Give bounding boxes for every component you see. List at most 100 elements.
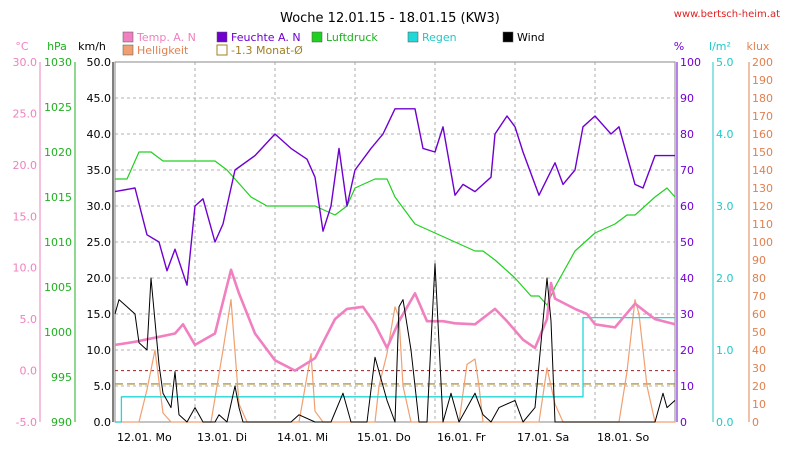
legend-item-monthly-avg: -1.3 Monat-Ø [216, 44, 303, 57]
legend-item-light: Helligkeit [122, 44, 189, 57]
tick-label-temp: 25.0 [13, 107, 38, 120]
x-tick-label: 14.01. Mi [277, 431, 328, 444]
tick-label-light: 50 [752, 326, 766, 339]
tick-label-light: 60 [752, 308, 766, 321]
tick-label-light: 20 [752, 380, 766, 393]
tick-label-wind: 5.0 [94, 380, 112, 393]
unit-light: klux [747, 40, 770, 53]
legend-label-rain: Regen [422, 31, 457, 44]
tick-label-light: 120 [752, 200, 773, 213]
tick-label-humidity: 50 [680, 236, 694, 249]
tick-label-light: 90 [752, 254, 766, 267]
tick-label-light: 140 [752, 164, 773, 177]
tick-label-rain: 3.0 [716, 200, 734, 213]
legend-swatch-wind [502, 31, 514, 43]
tick-label-light: 130 [752, 182, 773, 195]
tick-label-light: 10 [752, 398, 766, 411]
tick-label-temp: 5.0 [20, 313, 38, 326]
tick-label-pressure: 1000 [44, 326, 72, 339]
legend-item-temp: Temp. A. N [122, 31, 196, 44]
legend-item-wind: Wind [502, 31, 545, 44]
tick-label-light: 40 [752, 344, 766, 357]
tick-label-humidity: 20 [680, 344, 694, 357]
tick-label-pressure: 1025 [44, 101, 72, 114]
series-humidity [114, 108, 675, 286]
tick-label-light: 100 [752, 236, 773, 249]
tick-label-light: 80 [752, 272, 766, 285]
tick-label-temp: -5.0 [16, 416, 37, 429]
legend-swatch-rain [407, 31, 419, 43]
legend-swatch-humidity [216, 31, 228, 43]
tick-label-pressure: 990 [51, 416, 72, 429]
tick-label-pressure: 1015 [44, 191, 72, 204]
tick-label-humidity: 80 [680, 128, 694, 141]
tick-label-wind: 45.0 [87, 92, 112, 105]
legend: Temp. A. N Helligkeit Feuchte A. N -1.3 … [122, 31, 545, 57]
tick-label-pressure: 1030 [44, 56, 72, 69]
legend-item-humidity: Feuchte A. N [216, 31, 301, 44]
tick-label-pressure: 1010 [44, 236, 72, 249]
tick-label-light: 190 [752, 74, 773, 87]
tick-label-wind: 50.0 [87, 56, 112, 69]
legend-swatch-light [122, 44, 134, 56]
tick-label-light: 110 [752, 218, 773, 231]
tick-label-wind: 40.0 [87, 128, 112, 141]
tick-label-wind: 25.0 [87, 236, 112, 249]
tick-label-light: 30 [752, 362, 766, 375]
tick-label-pressure: 995 [51, 371, 72, 384]
axis-ticks: 30.025.020.015.010.05.00.0-5.01030102510… [13, 56, 774, 444]
x-tick-label: 13.01. Di [197, 431, 247, 444]
tick-label-rain: 0.0 [716, 416, 734, 429]
x-tick-label: 17.01. Sa [517, 431, 569, 444]
tick-label-humidity: 40 [680, 272, 694, 285]
legend-label-temp: Temp. A. N [136, 31, 196, 44]
tick-label-light: 160 [752, 128, 773, 141]
unit-humidity: % [674, 40, 684, 53]
tick-label-temp: 15.0 [13, 210, 38, 223]
legend-item-rain: Regen [407, 31, 457, 44]
tick-label-temp: 10.0 [13, 262, 38, 275]
unit-wind: km/h [78, 40, 106, 53]
series-wind [114, 263, 676, 423]
legend-label-wind: Wind [517, 31, 545, 44]
tick-label-wind: 20.0 [87, 272, 112, 285]
tick-label-rain: 2.0 [716, 272, 734, 285]
tick-label-light: 170 [752, 110, 773, 123]
tick-label-light: 150 [752, 146, 773, 159]
legend-swatch-monthly-avg [216, 44, 228, 56]
tick-label-pressure: 1005 [44, 281, 72, 294]
source-link[interactable]: www.bertsch-heim.at [674, 9, 780, 20]
tick-label-light: 0 [752, 416, 759, 429]
tick-label-humidity: 10 [680, 380, 694, 393]
tick-label-temp: 0.0 [20, 365, 38, 378]
grid [115, 62, 675, 422]
tick-label-rain: 1.0 [716, 344, 734, 357]
x-tick-label: 16.01. Fr [437, 431, 486, 444]
chart-title: Woche 12.01.15 - 18.01.15 (KW3) [280, 11, 500, 26]
tick-label-wind: 10.0 [87, 344, 112, 357]
tick-label-light: 180 [752, 92, 773, 105]
tick-label-rain: 5.0 [716, 56, 734, 69]
tick-label-humidity: 0 [680, 416, 687, 429]
unit-rain: l/m² [709, 40, 731, 53]
x-tick-label: 12.01. Mo [117, 431, 172, 444]
legend-label-monthly-avg: -1.3 Monat-Ø [231, 44, 303, 57]
x-tick-label: 18.01. So [597, 431, 649, 444]
tick-label-humidity: 60 [680, 200, 694, 213]
x-tick-label: 15.01. Do [357, 431, 411, 444]
tick-label-rain: 4.0 [716, 128, 734, 141]
series-pressure [115, 151, 676, 306]
tick-label-wind: 15.0 [87, 308, 112, 321]
tick-label-temp: 20.0 [13, 159, 38, 172]
legend-label-light: Helligkeit [137, 44, 189, 57]
tick-label-wind: 30.0 [87, 200, 112, 213]
tick-label-humidity: 70 [680, 164, 694, 177]
tick-label-light: 200 [752, 56, 773, 69]
tick-label-humidity: 30 [680, 308, 694, 321]
plot-frame [114, 61, 676, 423]
unit-temp: °C [15, 40, 29, 53]
series-rain [115, 316, 675, 423]
legend-label-humidity: Feuchte A. N [231, 31, 301, 44]
tick-label-humidity: 100 [680, 56, 701, 69]
